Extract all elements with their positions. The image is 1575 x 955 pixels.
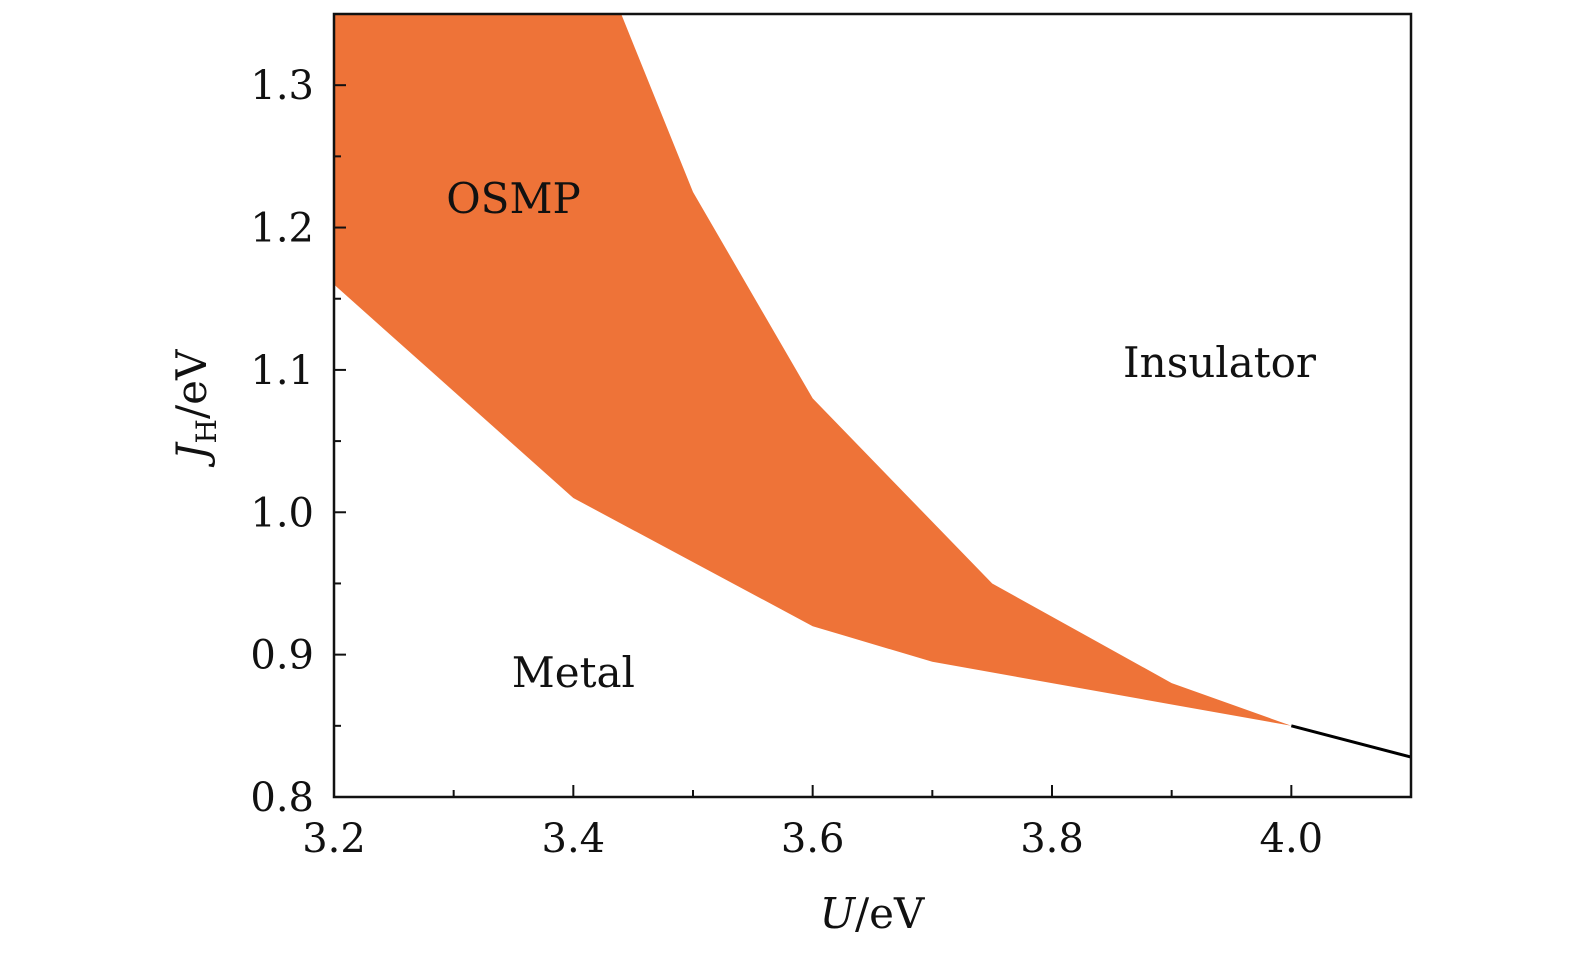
y-tick-label: 1.3 bbox=[250, 63, 314, 109]
metal-label: Metal bbox=[512, 648, 635, 697]
osmp-label: OSMP bbox=[446, 174, 580, 223]
y-tick-label: 0.8 bbox=[250, 775, 314, 821]
x-tick-label: 4.0 bbox=[1260, 816, 1324, 862]
osmp-region bbox=[334, 14, 1292, 726]
x-tick-labels: 3.2 3.4 3.6 3.8 4.0 bbox=[302, 816, 1323, 862]
y-tick-label: 1.2 bbox=[250, 206, 314, 252]
y-tick-labels: 0.8 0.9 1.0 1.1 1.2 1.3 bbox=[250, 63, 314, 821]
x-tick-label: 3.2 bbox=[302, 816, 366, 862]
y-tick-label: 1.0 bbox=[250, 490, 314, 536]
y-axis-label: JH/eV bbox=[167, 349, 223, 468]
plot-frame bbox=[332, 12, 1413, 799]
x-axis-label: U/eV bbox=[820, 889, 925, 938]
x-tick-label: 3.4 bbox=[542, 816, 606, 862]
x-tick-label: 3.8 bbox=[1020, 816, 1084, 862]
y-tick-label: 0.9 bbox=[250, 633, 314, 679]
x-tick-label: 3.6 bbox=[781, 816, 845, 862]
y-tick-label: 1.1 bbox=[250, 348, 314, 394]
metal-insulator-boundary-line bbox=[1290, 724, 1412, 759]
region-labels: OSMP Insulator Metal bbox=[446, 174, 1317, 697]
insulator-label: Insulator bbox=[1123, 338, 1317, 387]
plot-area bbox=[334, 14, 1412, 759]
